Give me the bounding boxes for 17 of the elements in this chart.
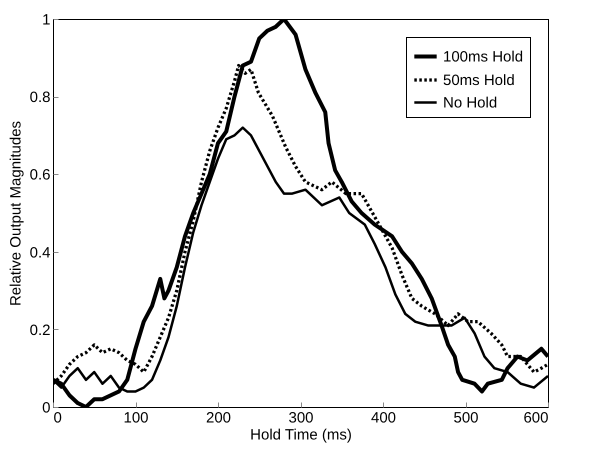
x-tick-label: 400 xyxy=(370,410,396,426)
legend-label: 50ms Hold xyxy=(443,72,515,89)
y-tick-label: 0.6 xyxy=(30,166,50,184)
legend-label: No Hold xyxy=(443,94,498,112)
x-tick-label: 600 xyxy=(523,410,548,426)
y-tick-label: 0.8 xyxy=(30,89,50,106)
y-tick-label: 0.4 xyxy=(30,244,50,262)
legend-label: 100ms Hold xyxy=(443,48,524,66)
x-tick-label: 300 xyxy=(288,410,314,426)
y-tick-label: 1 xyxy=(42,12,50,28)
x-axis-title: Hold Time (ms) xyxy=(250,426,352,444)
y-axis-title: Relative Output Magnitudes xyxy=(8,120,25,306)
y-tick-label: 0.2 xyxy=(30,322,50,339)
x-tick-label: 0 xyxy=(54,410,62,426)
x-tick-label: 200 xyxy=(206,410,232,426)
x-tick-label: 100 xyxy=(123,410,149,426)
x-tick-label: 500 xyxy=(453,410,479,426)
